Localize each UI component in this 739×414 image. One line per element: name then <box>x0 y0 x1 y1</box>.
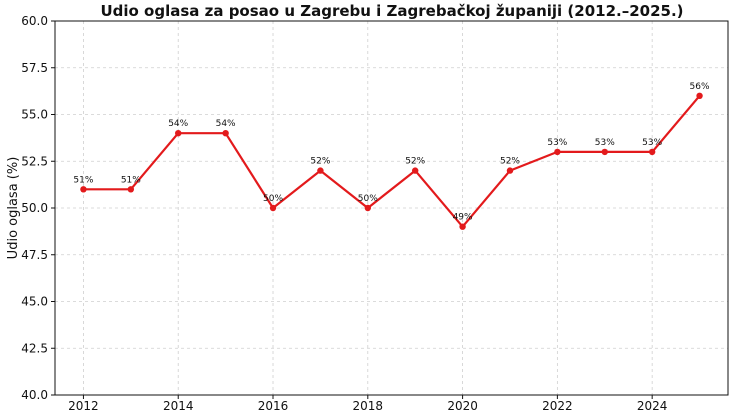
x-tick-label: 2024 <box>637 399 668 413</box>
y-tick-label: 60.0 <box>21 14 48 28</box>
data-label: 52% <box>500 157 520 167</box>
y-tick-label: 45.0 <box>21 295 48 309</box>
tick-labels: 40.0 42.5 45.0 47.5 50.0 52.5 55.0 57.5 60.0 2012… <box>21 14 667 413</box>
data-point <box>554 148 561 156</box>
series-line <box>83 95 701 228</box>
y-tick-label: 50.0 <box>21 201 48 215</box>
axes <box>51 20 729 399</box>
data-label: 49% <box>453 213 473 223</box>
data-point <box>269 204 277 212</box>
data-point <box>222 130 229 137</box>
plot-frame <box>54 20 729 396</box>
data-point <box>411 167 419 174</box>
y-tick-label: 57.5 <box>21 61 48 75</box>
x-tick-label: 2014 <box>163 399 194 413</box>
data-point <box>459 223 466 230</box>
data-label: 53% <box>642 138 662 148</box>
data-label: 54% <box>168 119 188 129</box>
gridlines <box>55 21 728 395</box>
data-point <box>601 148 608 156</box>
data-label: 54% <box>216 119 236 129</box>
data-label: 51% <box>121 175 141 185</box>
data-point <box>696 92 703 100</box>
y-tick-label: 52.5 <box>21 154 48 168</box>
x-tick-label: 2018 <box>353 399 384 413</box>
x-tick-label: 2012 <box>68 399 99 413</box>
data-point <box>364 204 372 212</box>
data-point <box>175 130 182 137</box>
data-label: 56% <box>690 82 710 92</box>
data-label: 52% <box>310 157 330 167</box>
x-tick-label: 2016 <box>258 399 289 413</box>
chart-title: Udio oglasa za posao u Zagrebu i Zagreba… <box>100 2 683 20</box>
y-tick-label: 47.5 <box>21 248 48 262</box>
y-tick-label: 40.0 <box>21 388 48 402</box>
y-tick-label: 55.0 <box>21 108 48 122</box>
x-tick-label: 2020 <box>447 399 478 413</box>
data-series <box>80 92 703 230</box>
data-label: 53% <box>547 138 567 148</box>
data-label: 51% <box>73 175 93 185</box>
x-tick-label: 2022 <box>542 399 573 413</box>
y-axis-label: Udio oglasa (%) <box>6 157 21 260</box>
data-label: 52% <box>405 157 425 167</box>
data-label: 50% <box>263 194 283 204</box>
data-label: 50% <box>358 194 378 204</box>
data-point <box>317 167 324 174</box>
data-labels: 51% 51% 54% 54% 50% 52% 50% 52% 49% 52% 53% 53% 53% 5… <box>73 82 710 223</box>
data-point <box>127 186 135 193</box>
data-point <box>506 167 514 174</box>
data-label: 53% <box>595 138 615 148</box>
data-point <box>648 148 656 156</box>
y-tick-label: 42.5 <box>21 341 48 355</box>
data-point <box>80 186 87 193</box>
